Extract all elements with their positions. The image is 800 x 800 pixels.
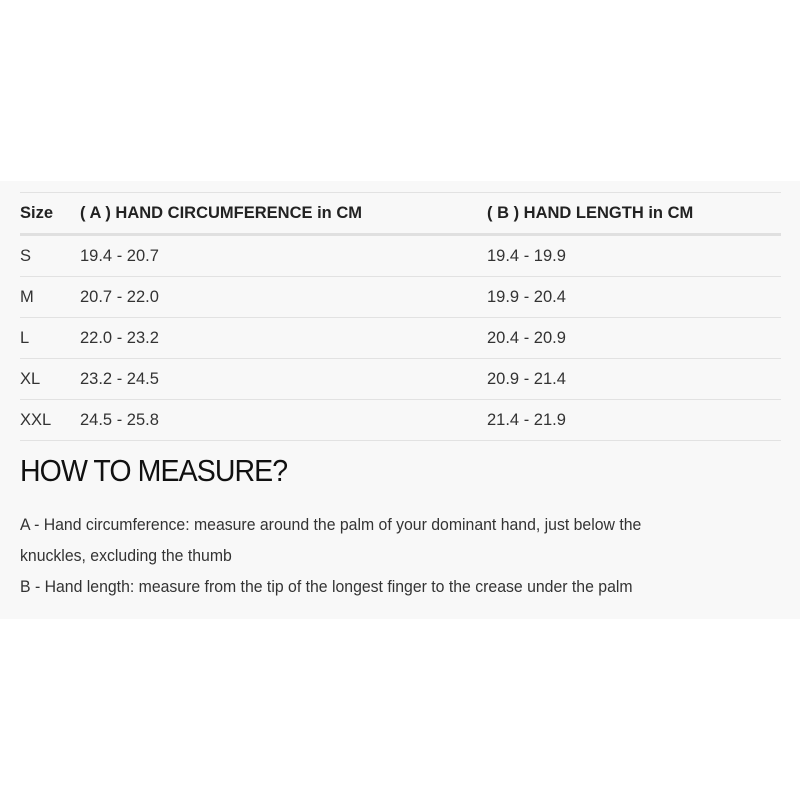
cell-length: 19.4 - 19.9	[487, 246, 566, 265]
table-row: XXL 24.5 - 25.8 21.4 - 21.9	[20, 400, 781, 441]
table-row: XL 23.2 - 24.5 20.9 - 21.4	[20, 359, 781, 400]
header-length: ( B ) HAND LENGTH in CM	[487, 203, 694, 222]
instruction-a-line2: knuckles, excluding the thumb	[20, 546, 232, 565]
cell-circumference: 19.4 - 20.7	[80, 246, 159, 265]
header-circumference: ( A ) HAND CIRCUMFERENCE in CM	[80, 203, 363, 222]
cell-length: 19.9 - 20.4	[487, 287, 566, 306]
table-header-row: Size ( A ) HAND CIRCUMFERENCE in CM ( B …	[20, 192, 781, 235]
how-to-measure-title: HOW TO MEASURE?	[20, 453, 288, 488]
cell-length: 20.9 - 21.4	[487, 369, 566, 388]
cell-size: XXL	[20, 410, 52, 429]
header-size: Size	[20, 203, 54, 222]
table-row: L 22.0 - 23.2 20.4 - 20.9	[20, 318, 781, 359]
cell-size: XL	[20, 369, 41, 388]
table-row: M 20.7 - 22.0 19.9 - 20.4	[20, 277, 781, 318]
size-chart-panel: Size ( A ) HAND CIRCUMFERENCE in CM ( B …	[0, 181, 800, 619]
cell-size: L	[20, 328, 30, 347]
cell-circumference: 22.0 - 23.2	[80, 328, 159, 347]
instruction-a-line1: A - Hand circumference: measure around t…	[20, 515, 642, 534]
cell-circumference: 24.5 - 25.8	[80, 410, 159, 429]
cell-circumference: 23.2 - 24.5	[80, 369, 159, 388]
table-row: S 19.4 - 20.7 19.4 - 19.9	[20, 235, 781, 277]
measure-instructions: A - Hand circumference: measure around t…	[20, 509, 736, 602]
size-table: Size ( A ) HAND CIRCUMFERENCE in CM ( B …	[20, 192, 781, 441]
cell-size: S	[20, 246, 32, 265]
cell-circumference: 20.7 - 22.0	[80, 287, 159, 306]
cell-length: 20.4 - 20.9	[487, 328, 566, 347]
instruction-b: B - Hand length: measure from the tip of…	[20, 577, 633, 596]
cell-size: M	[20, 287, 34, 306]
cell-length: 21.4 - 21.9	[487, 410, 566, 429]
